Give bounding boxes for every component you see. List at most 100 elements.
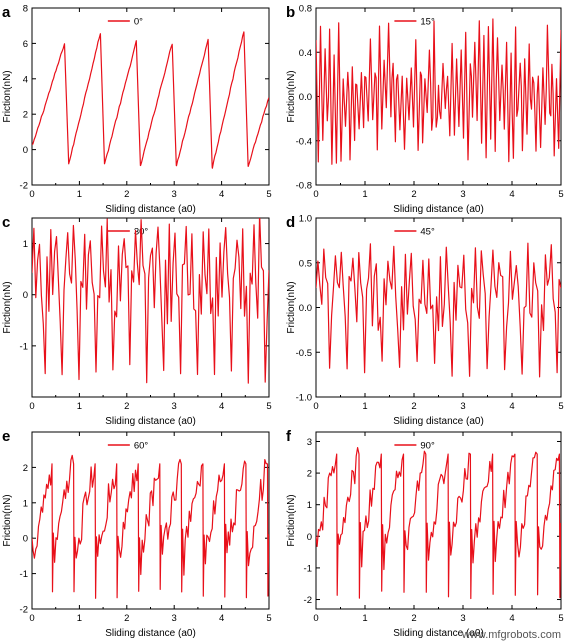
panel-f: 0 1 2 3 4 5 -2 -1 0 1 2 3 Sliding distance (a0) Frict… — [286, 428, 564, 639]
panel-label: f — [286, 428, 292, 445]
panel-label: c — [2, 214, 10, 231]
x-tick-label: 5 — [266, 189, 271, 200]
series-line — [32, 31, 269, 169]
y-tick-label: -2 — [304, 595, 312, 606]
y-axis-label: Friction(nN) — [2, 70, 13, 122]
legend-label: 45° — [420, 227, 435, 238]
y-axis-label: Friction(nN) — [286, 281, 297, 333]
y-tick-label: 8 — [23, 4, 28, 15]
y-axis-label: Friction(nN) — [2, 281, 13, 333]
y-tick-label: 1 — [307, 500, 312, 511]
x-axis-label: Sliding distance (a0) — [393, 416, 484, 427]
x-tick-label: 5 — [266, 401, 271, 412]
watermark: www.mfgrobots.com — [461, 629, 561, 641]
x-tick-label: 0 — [29, 613, 34, 624]
y-tick-label: 0.5 — [299, 258, 312, 269]
y-tick-label: -1.0 — [296, 393, 312, 404]
legend-label: 90° — [420, 441, 435, 452]
x-tick-label: 3 — [460, 189, 465, 200]
y-tick-label: 2 — [23, 110, 28, 121]
x-axis-label: Sliding distance (a0) — [105, 416, 196, 427]
x-tick-label: 3 — [172, 613, 177, 624]
series-line — [32, 454, 269, 599]
x-tick-label: 1 — [362, 613, 367, 624]
x-tick-label: 4 — [509, 189, 514, 200]
x-axis-label: Sliding distance (a0) — [105, 204, 196, 215]
y-tick-label: 2 — [23, 463, 28, 474]
y-tick-label: 0.0 — [299, 92, 312, 103]
y-tick-label: 0.8 — [299, 4, 312, 15]
y-axis-label: Friction(nN) — [286, 494, 297, 546]
y-tick-label: -0.5 — [296, 348, 312, 359]
x-tick-label: 3 — [460, 613, 465, 624]
x-tick-label: 4 — [219, 401, 224, 412]
x-tick-label: 3 — [172, 189, 177, 200]
x-tick-label: 0 — [29, 401, 34, 412]
panel-label: a — [2, 4, 11, 21]
y-tick-label: 0 — [23, 290, 28, 301]
series-line — [316, 447, 561, 600]
x-tick-label: 1 — [77, 189, 82, 200]
x-tick-label: 1 — [77, 613, 82, 624]
x-tick-label: 4 — [219, 613, 224, 624]
x-tick-label: 2 — [124, 189, 129, 200]
x-tick-label: 2 — [411, 401, 416, 412]
x-tick-label: 2 — [411, 189, 416, 200]
x-tick-label: 1 — [362, 401, 367, 412]
x-tick-label: 2 — [124, 401, 129, 412]
series-line — [316, 18, 561, 165]
panel-d: 0 1 2 3 4 5 -1.0 -0.5 0.0 0.5 1.0 Sliding distance … — [286, 214, 564, 428]
y-tick-label: -1 — [20, 569, 28, 580]
panel-b: 0 1 2 3 4 5 -0.8 -0.4 0.0 0.4 0.8 Sliding distance … — [286, 4, 564, 216]
series-line — [32, 218, 269, 384]
x-axis-label: Sliding distance (a0) — [105, 628, 196, 639]
y-axis-label: Friction(nN) — [286, 70, 297, 122]
panel-label: e — [2, 428, 10, 445]
y-tick-label: 0 — [23, 145, 28, 156]
plot-frame — [31, 217, 270, 398]
x-tick-label: 0 — [29, 189, 34, 200]
x-tick-label: 4 — [509, 613, 514, 624]
x-tick-label: 5 — [266, 613, 271, 624]
x-tick-label: 0 — [313, 401, 318, 412]
legend-label: 0° — [134, 17, 143, 28]
panel-label: b — [286, 4, 295, 21]
legend-label: 15° — [420, 17, 435, 28]
x-tick-label: 2 — [124, 613, 129, 624]
y-tick-label: -1 — [20, 341, 28, 352]
y-tick-label: 2 — [307, 469, 312, 480]
y-tick-label: 0.4 — [299, 48, 312, 59]
panel-label: d — [286, 214, 295, 231]
y-tick-label: 1 — [23, 239, 28, 250]
panel-e: 0 1 2 3 4 5 -2 -1 0 1 2 Sliding distance (a0) Fricti… — [2, 428, 272, 639]
x-tick-label: 4 — [219, 189, 224, 200]
x-axis-label: Sliding distance (a0) — [393, 204, 484, 215]
panel-c: 0 1 2 3 4 5 -1 0 1 Sliding distance (a0) Friction(… — [2, 214, 272, 427]
y-tick-label: 0 — [23, 534, 28, 545]
y-tick-label: -2 — [20, 605, 28, 616]
legend-label: 60° — [134, 441, 149, 452]
x-tick-label: 1 — [362, 189, 367, 200]
y-tick-label: 0 — [307, 532, 312, 543]
y-tick-label: -0.8 — [296, 181, 312, 192]
y-tick-label: 4 — [23, 74, 28, 85]
y-tick-label: 0.0 — [299, 303, 312, 314]
y-tick-label: 3 — [307, 437, 312, 448]
y-tick-label: -1 — [304, 563, 312, 574]
y-tick-label: 1.0 — [299, 214, 312, 225]
x-axis-label: Sliding distance (a0) — [393, 628, 484, 639]
x-tick-label: 3 — [172, 401, 177, 412]
plot-frame — [31, 7, 270, 186]
y-axis-label: Friction(nN) — [2, 494, 13, 546]
x-tick-label: 5 — [558, 613, 563, 624]
x-tick-label: 0 — [313, 189, 318, 200]
x-tick-label: 3 — [460, 401, 465, 412]
x-tick-label: 5 — [558, 189, 563, 200]
x-tick-label: 4 — [509, 401, 514, 412]
y-tick-label: -2 — [20, 181, 28, 192]
plot-frame — [31, 431, 270, 610]
y-tick-label: -0.4 — [296, 136, 312, 147]
x-tick-label: 2 — [411, 613, 416, 624]
